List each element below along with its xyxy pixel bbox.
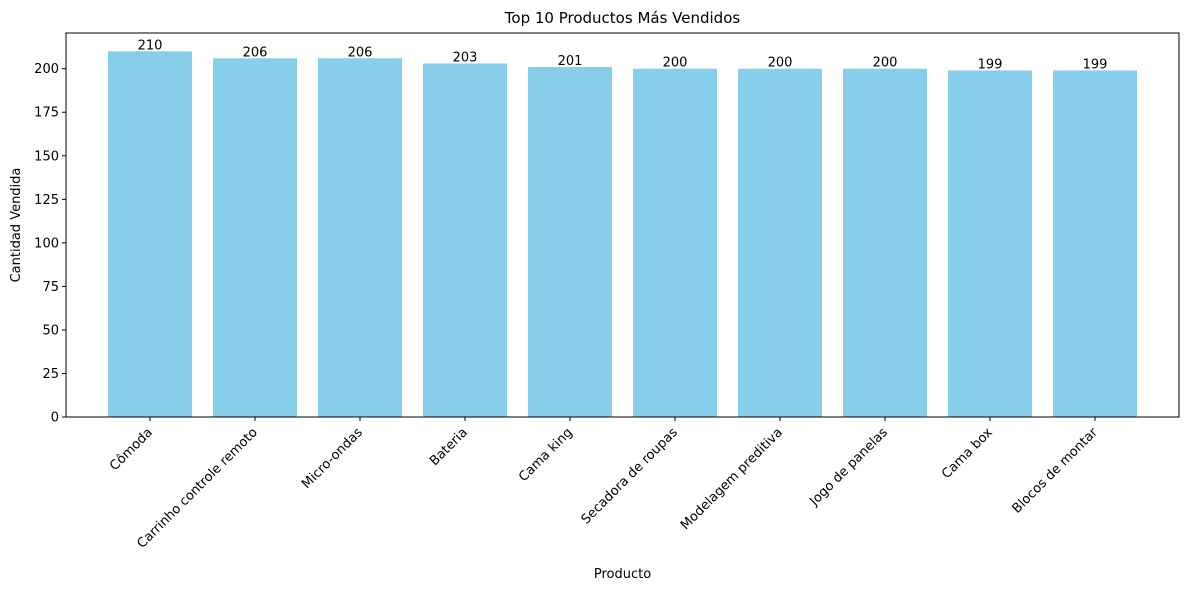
bar-value-label: 200 — [768, 56, 793, 71]
bar-value-label: 199 — [1083, 57, 1108, 72]
y-tick-label: 0 — [51, 411, 59, 426]
bar-value-label: 200 — [663, 56, 688, 71]
bar — [423, 63, 507, 417]
y-axis-label: Cantidad Vendida — [9, 168, 24, 283]
x-axis-label: Producto — [594, 567, 651, 582]
y-tick-label: 50 — [42, 323, 59, 338]
bar — [948, 70, 1032, 418]
y-tick-label: 175 — [34, 106, 59, 121]
bar — [108, 51, 192, 418]
bar — [738, 68, 822, 417]
bar — [843, 68, 927, 417]
bar — [1053, 70, 1137, 418]
x-tick-label: Bateria — [427, 425, 471, 469]
x-tick-label: Jogo de panelas — [806, 425, 891, 510]
x-tick-label: Secadora de roupas — [579, 425, 681, 527]
value-labels-group: 210 206 206 203 201 200 200 200 199 199 — [138, 38, 1108, 72]
bar-value-label: 203 — [453, 50, 478, 65]
plot-frame — [65, 32, 1180, 418]
x-tick-label: Cama box — [939, 425, 996, 482]
chart-title: Top 10 Productos Más Vendidos — [504, 9, 741, 27]
x-tick-label: Blocos de montar — [1010, 425, 1102, 517]
y-tick-label: 100 — [34, 236, 59, 251]
y-tick-label: 25 — [42, 367, 59, 382]
bar — [318, 58, 402, 417]
bar-value-label: 199 — [978, 57, 1003, 72]
x-tick-label: Cama king — [516, 425, 576, 485]
x-tick-label: Modelagem preditiva — [678, 425, 786, 533]
bar — [528, 66, 612, 418]
bar — [213, 58, 297, 417]
y-tick-label: 200 — [34, 62, 59, 77]
y-tick-label: 75 — [42, 280, 59, 295]
bar-value-label: 201 — [558, 54, 583, 69]
bar-value-label: 210 — [138, 38, 163, 53]
y-axis-ticks: 0 25 50 75 100 125 150 175 200 — [34, 62, 66, 426]
x-tick-label: Cômoda — [107, 425, 156, 474]
bar — [633, 68, 717, 417]
bar-value-label: 200 — [873, 56, 898, 71]
y-tick-label: 150 — [34, 149, 59, 164]
x-tick-label: Carrinho controle remoto — [135, 425, 261, 551]
x-tick-label: Micro-ondas — [299, 425, 366, 492]
bar-value-label: 206 — [243, 45, 268, 60]
bar-value-label: 206 — [348, 45, 373, 60]
y-tick-label: 125 — [34, 193, 59, 208]
bars-group — [108, 51, 1137, 418]
